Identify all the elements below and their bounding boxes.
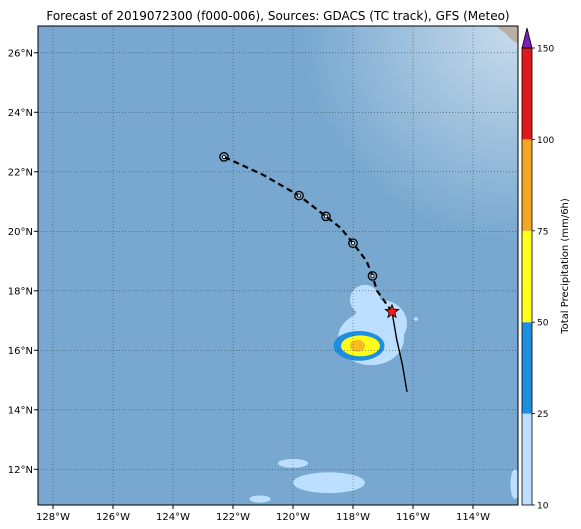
coast-haze bbox=[38, 26, 518, 505]
forecast-position-marker bbox=[294, 190, 304, 201]
forecast-position-marker bbox=[348, 238, 358, 249]
colorbar-tick-label: 50 bbox=[537, 319, 549, 329]
precip-cell-9 bbox=[413, 317, 419, 321]
lat-tick-label: 18°N bbox=[8, 286, 33, 297]
lon-tick-label: 116°W bbox=[396, 512, 430, 523]
lat-tick-label: 26°N bbox=[8, 48, 33, 59]
forecast-position-marker bbox=[219, 152, 229, 162]
lon-tick-label: 124°W bbox=[156, 512, 190, 523]
colorbar-outline bbox=[521, 47, 533, 506]
colorbar: 10 25 50 75 100 150 bbox=[521, 27, 554, 512]
figure-title: Forecast of 2019072300 (f000-006), Sourc… bbox=[46, 9, 509, 23]
colorbar-tick-label: 150 bbox=[537, 45, 554, 55]
tc-track bbox=[219, 152, 408, 393]
lat-tick-label: 20°N bbox=[8, 227, 33, 238]
colorbar-tick-label: 75 bbox=[537, 227, 548, 237]
precip-cell-10 bbox=[510, 469, 518, 500]
lon-tick-label: 128°W bbox=[36, 512, 70, 523]
forecast-track-line bbox=[223, 155, 393, 313]
precip-cell-5 bbox=[350, 339, 365, 352]
latitude-tick-labels: 12°N 14°N 16°N 18°N 20°N 22°N 24°N 26°N bbox=[8, 48, 38, 476]
colorbar-segment bbox=[522, 139, 532, 231]
forecast-position-dot bbox=[350, 241, 355, 246]
graticule bbox=[38, 26, 518, 505]
forecast-position-marker bbox=[321, 211, 331, 222]
forecast-position-dot bbox=[323, 214, 328, 219]
lon-tick-label: 120°W bbox=[276, 512, 310, 523]
colorbar-segment bbox=[522, 230, 532, 323]
precip-cell-7 bbox=[278, 458, 308, 468]
precip-cell-6 bbox=[293, 472, 365, 494]
map-frame bbox=[37, 25, 519, 506]
current-position-star bbox=[384, 303, 400, 319]
colorbar-tick-label: 100 bbox=[537, 136, 554, 146]
lon-tick-label: 114°W bbox=[456, 512, 490, 523]
lon-tick-label: 126°W bbox=[96, 512, 130, 523]
lon-tick-label: 118°W bbox=[336, 512, 370, 523]
lat-tick-label: 24°N bbox=[8, 108, 33, 119]
colorbar-segment bbox=[522, 48, 532, 140]
colorbar-extend-arrow bbox=[521, 27, 533, 49]
longitude-tick-labels: 128°W 126°W 124°W 122°W 120°W 118°W 116°W 114°W bbox=[36, 505, 490, 523]
colorbar-label: Total Precipitation (mm/6h) bbox=[560, 198, 571, 335]
forecast-position-dot bbox=[370, 273, 375, 278]
map-area bbox=[38, 26, 518, 505]
forecast-position-marker bbox=[367, 271, 378, 281]
colorbar-segment bbox=[522, 322, 532, 414]
lat-tick-label: 22°N bbox=[8, 167, 33, 178]
forecast-position-dot bbox=[296, 193, 301, 198]
forecast-position-dot bbox=[221, 154, 226, 159]
colorbar-tick-label: 10 bbox=[537, 502, 549, 512]
lat-tick-label: 14°N bbox=[8, 405, 33, 416]
colorbar-segment bbox=[522, 413, 532, 505]
colorbar-tick-label: 25 bbox=[537, 410, 548, 420]
land-mexico-coast bbox=[498, 26, 518, 44]
lat-tick-label: 12°N bbox=[8, 465, 33, 476]
precip-cell-8 bbox=[249, 495, 271, 503]
observed-track-line bbox=[391, 311, 408, 393]
lat-tick-label: 16°N bbox=[8, 346, 33, 357]
lon-tick-label: 122°W bbox=[216, 512, 250, 523]
